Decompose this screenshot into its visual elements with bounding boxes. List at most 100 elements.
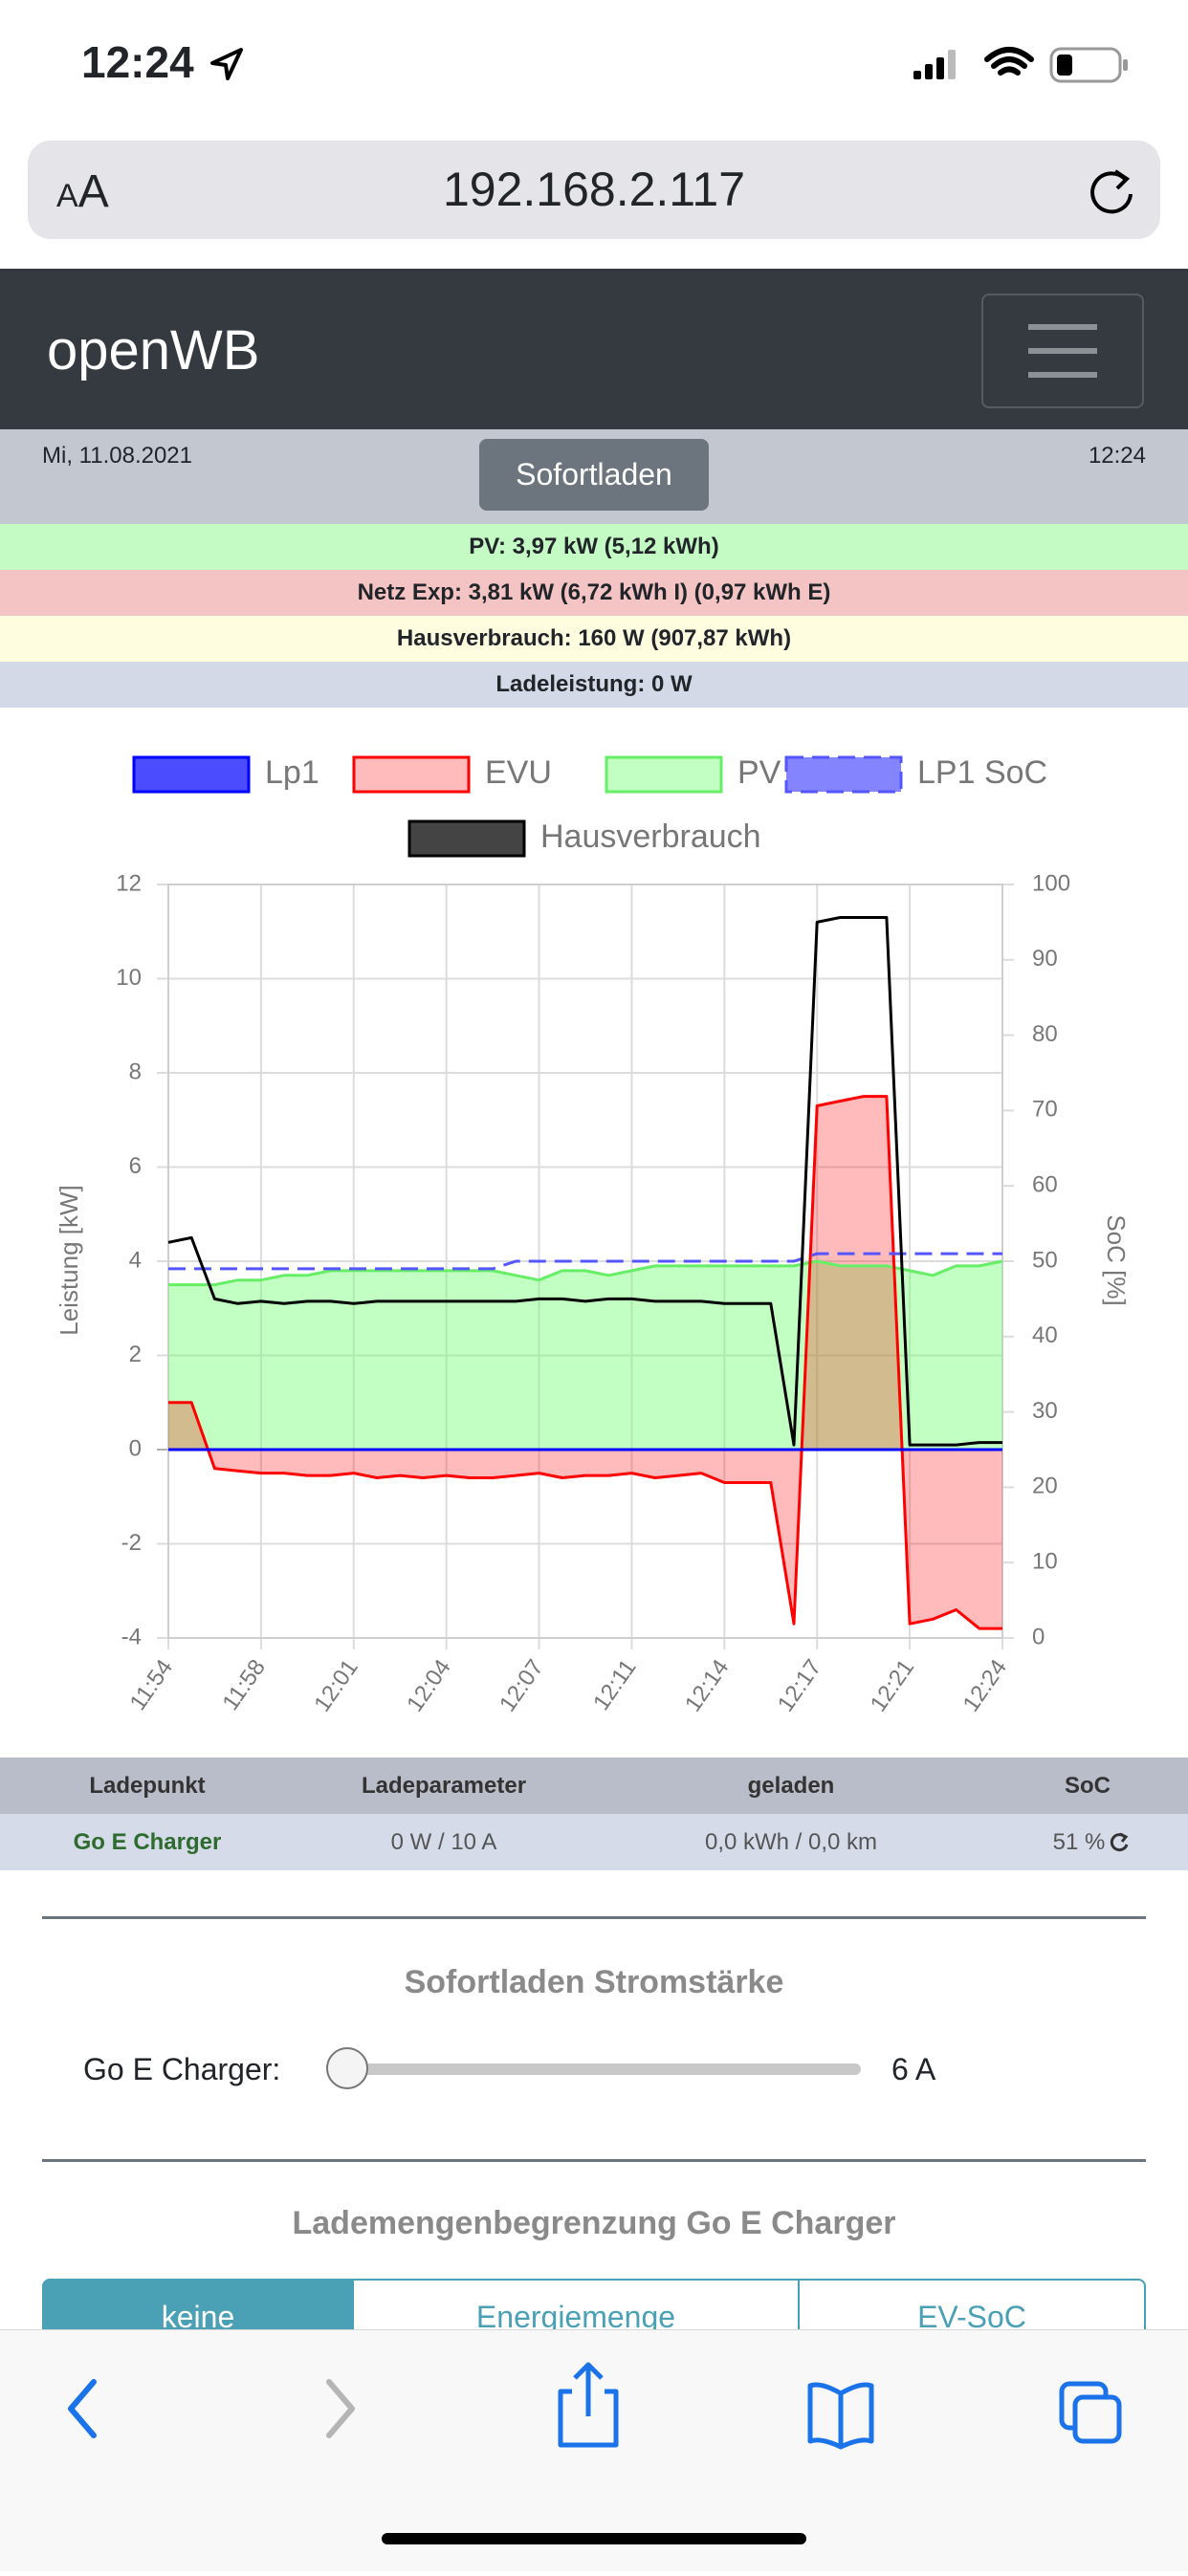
legend-swatch bbox=[784, 755, 903, 794]
y2-tick-label: 70 bbox=[1032, 1097, 1058, 1123]
y2-tick-label: 10 bbox=[1032, 1549, 1058, 1575]
wifi-icon bbox=[984, 47, 1034, 76]
signal-bar bbox=[936, 57, 944, 79]
y2-tick-label: 100 bbox=[1032, 870, 1070, 896]
menu-icon bbox=[1028, 324, 1097, 378]
y-tick-label: 6 bbox=[129, 1153, 142, 1179]
charger-name: Go E Charger bbox=[73, 1829, 222, 1855]
charge-summary: Ladeleistung: 0 W bbox=[0, 662, 1188, 708]
legend-label: Lp1 bbox=[265, 754, 319, 791]
share-button[interactable] bbox=[558, 2362, 619, 2448]
slider-knob[interactable] bbox=[326, 2047, 368, 2089]
table-cell: 0 W / 10 A bbox=[390, 1829, 497, 1855]
reload-icon[interactable] bbox=[1085, 165, 1138, 219]
x-tick-label: 12:07 bbox=[495, 1655, 549, 1717]
section-title: Lademengenbegrenzung Go E Charger bbox=[292, 2205, 896, 2241]
legend-label: LP1 SoC bbox=[917, 754, 1047, 791]
mode-button[interactable]: Sofortladen bbox=[479, 439, 709, 511]
time: 12:24 bbox=[1088, 443, 1146, 469]
signal-bar bbox=[925, 64, 933, 79]
x-tick-label: 11:58 bbox=[217, 1655, 271, 1715]
info-bar: Mi, 11.08.2021 12:24 Sofortladen bbox=[0, 429, 1188, 524]
header-cell: Ladeparameter bbox=[361, 1773, 527, 1799]
series-line bbox=[168, 1259, 1003, 1287]
brand[interactable]: openWB bbox=[47, 319, 260, 382]
table-cell: 0,0 kWh / 0,0 km bbox=[704, 1829, 878, 1855]
series-line bbox=[167, 916, 1002, 1447]
section-title: Sofortladen Stromstärke bbox=[404, 1964, 784, 2000]
status-icons bbox=[210, 47, 1128, 83]
legend-label: EVU bbox=[485, 754, 552, 791]
y2-tick-label: 60 bbox=[1032, 1172, 1058, 1198]
y-tick-label: -4 bbox=[121, 1624, 142, 1649]
y-tick-label: 4 bbox=[129, 1247, 142, 1273]
battery bbox=[1049, 47, 1122, 83]
legend-swatch bbox=[352, 755, 471, 794]
header-cell: geladen bbox=[747, 1773, 835, 1799]
area bbox=[168, 1261, 1002, 1450]
slider-track[interactable] bbox=[348, 2063, 861, 2075]
y-tick-label: 2 bbox=[129, 1342, 142, 1367]
battery-cap bbox=[1123, 59, 1128, 71]
menu-toggle[interactable] bbox=[981, 294, 1144, 408]
x-tick-label: 12:21 bbox=[866, 1655, 920, 1717]
chart: Leistung [kW] SoC [%] -4 -2 0 2 4 6 8 10 12 0 10 20… bbox=[55, 754, 1131, 1717]
battery-level bbox=[1057, 55, 1072, 76]
y2-tick-label: 20 bbox=[1032, 1474, 1058, 1499]
back-button[interactable] bbox=[68, 2379, 97, 2438]
series-line bbox=[168, 1252, 1002, 1271]
browser-toolbar bbox=[0, 2329, 1188, 2571]
legend-swatch bbox=[407, 819, 526, 858]
navbar: openWB bbox=[0, 269, 1188, 429]
divider bbox=[42, 2159, 1146, 2162]
signal-bar bbox=[913, 71, 921, 79]
tabs-button[interactable] bbox=[1059, 2381, 1122, 2444]
y2-tick-label: 30 bbox=[1032, 1398, 1058, 1424]
x-tick-label: 12:11 bbox=[588, 1655, 642, 1715]
area bbox=[168, 1096, 1002, 1629]
toolbar-icons bbox=[68, 2362, 1122, 2544]
y-tick-label: 0 bbox=[129, 1435, 142, 1461]
signal-bar bbox=[948, 50, 956, 79]
url: 192.168.2.117 bbox=[442, 163, 746, 216]
home-indicator bbox=[382, 2533, 806, 2544]
table-cell: 51 % bbox=[1052, 1829, 1106, 1855]
text-size-button[interactable]: AA bbox=[56, 166, 109, 217]
location-icon bbox=[210, 48, 243, 80]
table-row: Go E Charger 0 W / 10 A 0,0 kWh / 0,0 km… bbox=[0, 1814, 1188, 1870]
y-tick-label: 8 bbox=[129, 1059, 142, 1084]
x-tick-label: 12:04 bbox=[402, 1655, 456, 1717]
x-tick-label: 12:24 bbox=[958, 1655, 1013, 1717]
x-tick-label: 12:14 bbox=[680, 1655, 735, 1717]
y-tick-label: -2 bbox=[121, 1530, 142, 1556]
forward-button[interactable] bbox=[326, 2379, 355, 2438]
legend-label: PV bbox=[737, 754, 781, 791]
legend-label: Hausverbrauch bbox=[540, 819, 761, 855]
series-line bbox=[168, 1095, 1002, 1630]
y2-tick-label: 80 bbox=[1032, 1021, 1058, 1047]
y-tick-label: 10 bbox=[116, 965, 142, 991]
url-bar[interactable]: AA 192.168.2.117 bbox=[28, 141, 1160, 239]
divider bbox=[42, 1916, 1146, 1919]
slider-label: Go E Charger: bbox=[83, 2052, 281, 2086]
header-cell: Ladepunkt bbox=[89, 1773, 206, 1799]
y2-axis-title: SoC [%] bbox=[1102, 1214, 1131, 1305]
slider-value: 6 A bbox=[891, 2052, 936, 2086]
y2-tick-label: 90 bbox=[1032, 946, 1058, 971]
table-header: Ladepunkt Ladeparameter geladen SoC bbox=[0, 1757, 1188, 1814]
soc-refresh-icon[interactable] bbox=[1110, 1832, 1131, 1853]
date: Mi, 11.08.2021 bbox=[42, 443, 192, 469]
house-summary: Hausverbrauch: 160 W (907,87 kWh) bbox=[0, 616, 1188, 662]
x-tick-label: 12:01 bbox=[309, 1655, 363, 1717]
y2-tick-label: 50 bbox=[1032, 1247, 1058, 1273]
legend-swatch bbox=[605, 755, 723, 794]
grid-summary: Netz Exp: 3,81 kW (6,72 kWh I) (0,97 kWh… bbox=[0, 570, 1188, 616]
pv-summary: PV: 3,97 kW (5,12 kWh) bbox=[0, 524, 1188, 570]
y-axis-title: Leistung [kW] bbox=[55, 1185, 83, 1336]
bookmarks-button[interactable] bbox=[807, 2382, 874, 2450]
status-time: 12:24 bbox=[81, 37, 194, 87]
x-tick-label: 11:54 bbox=[125, 1655, 179, 1715]
y2-tick-label: 0 bbox=[1032, 1624, 1045, 1649]
